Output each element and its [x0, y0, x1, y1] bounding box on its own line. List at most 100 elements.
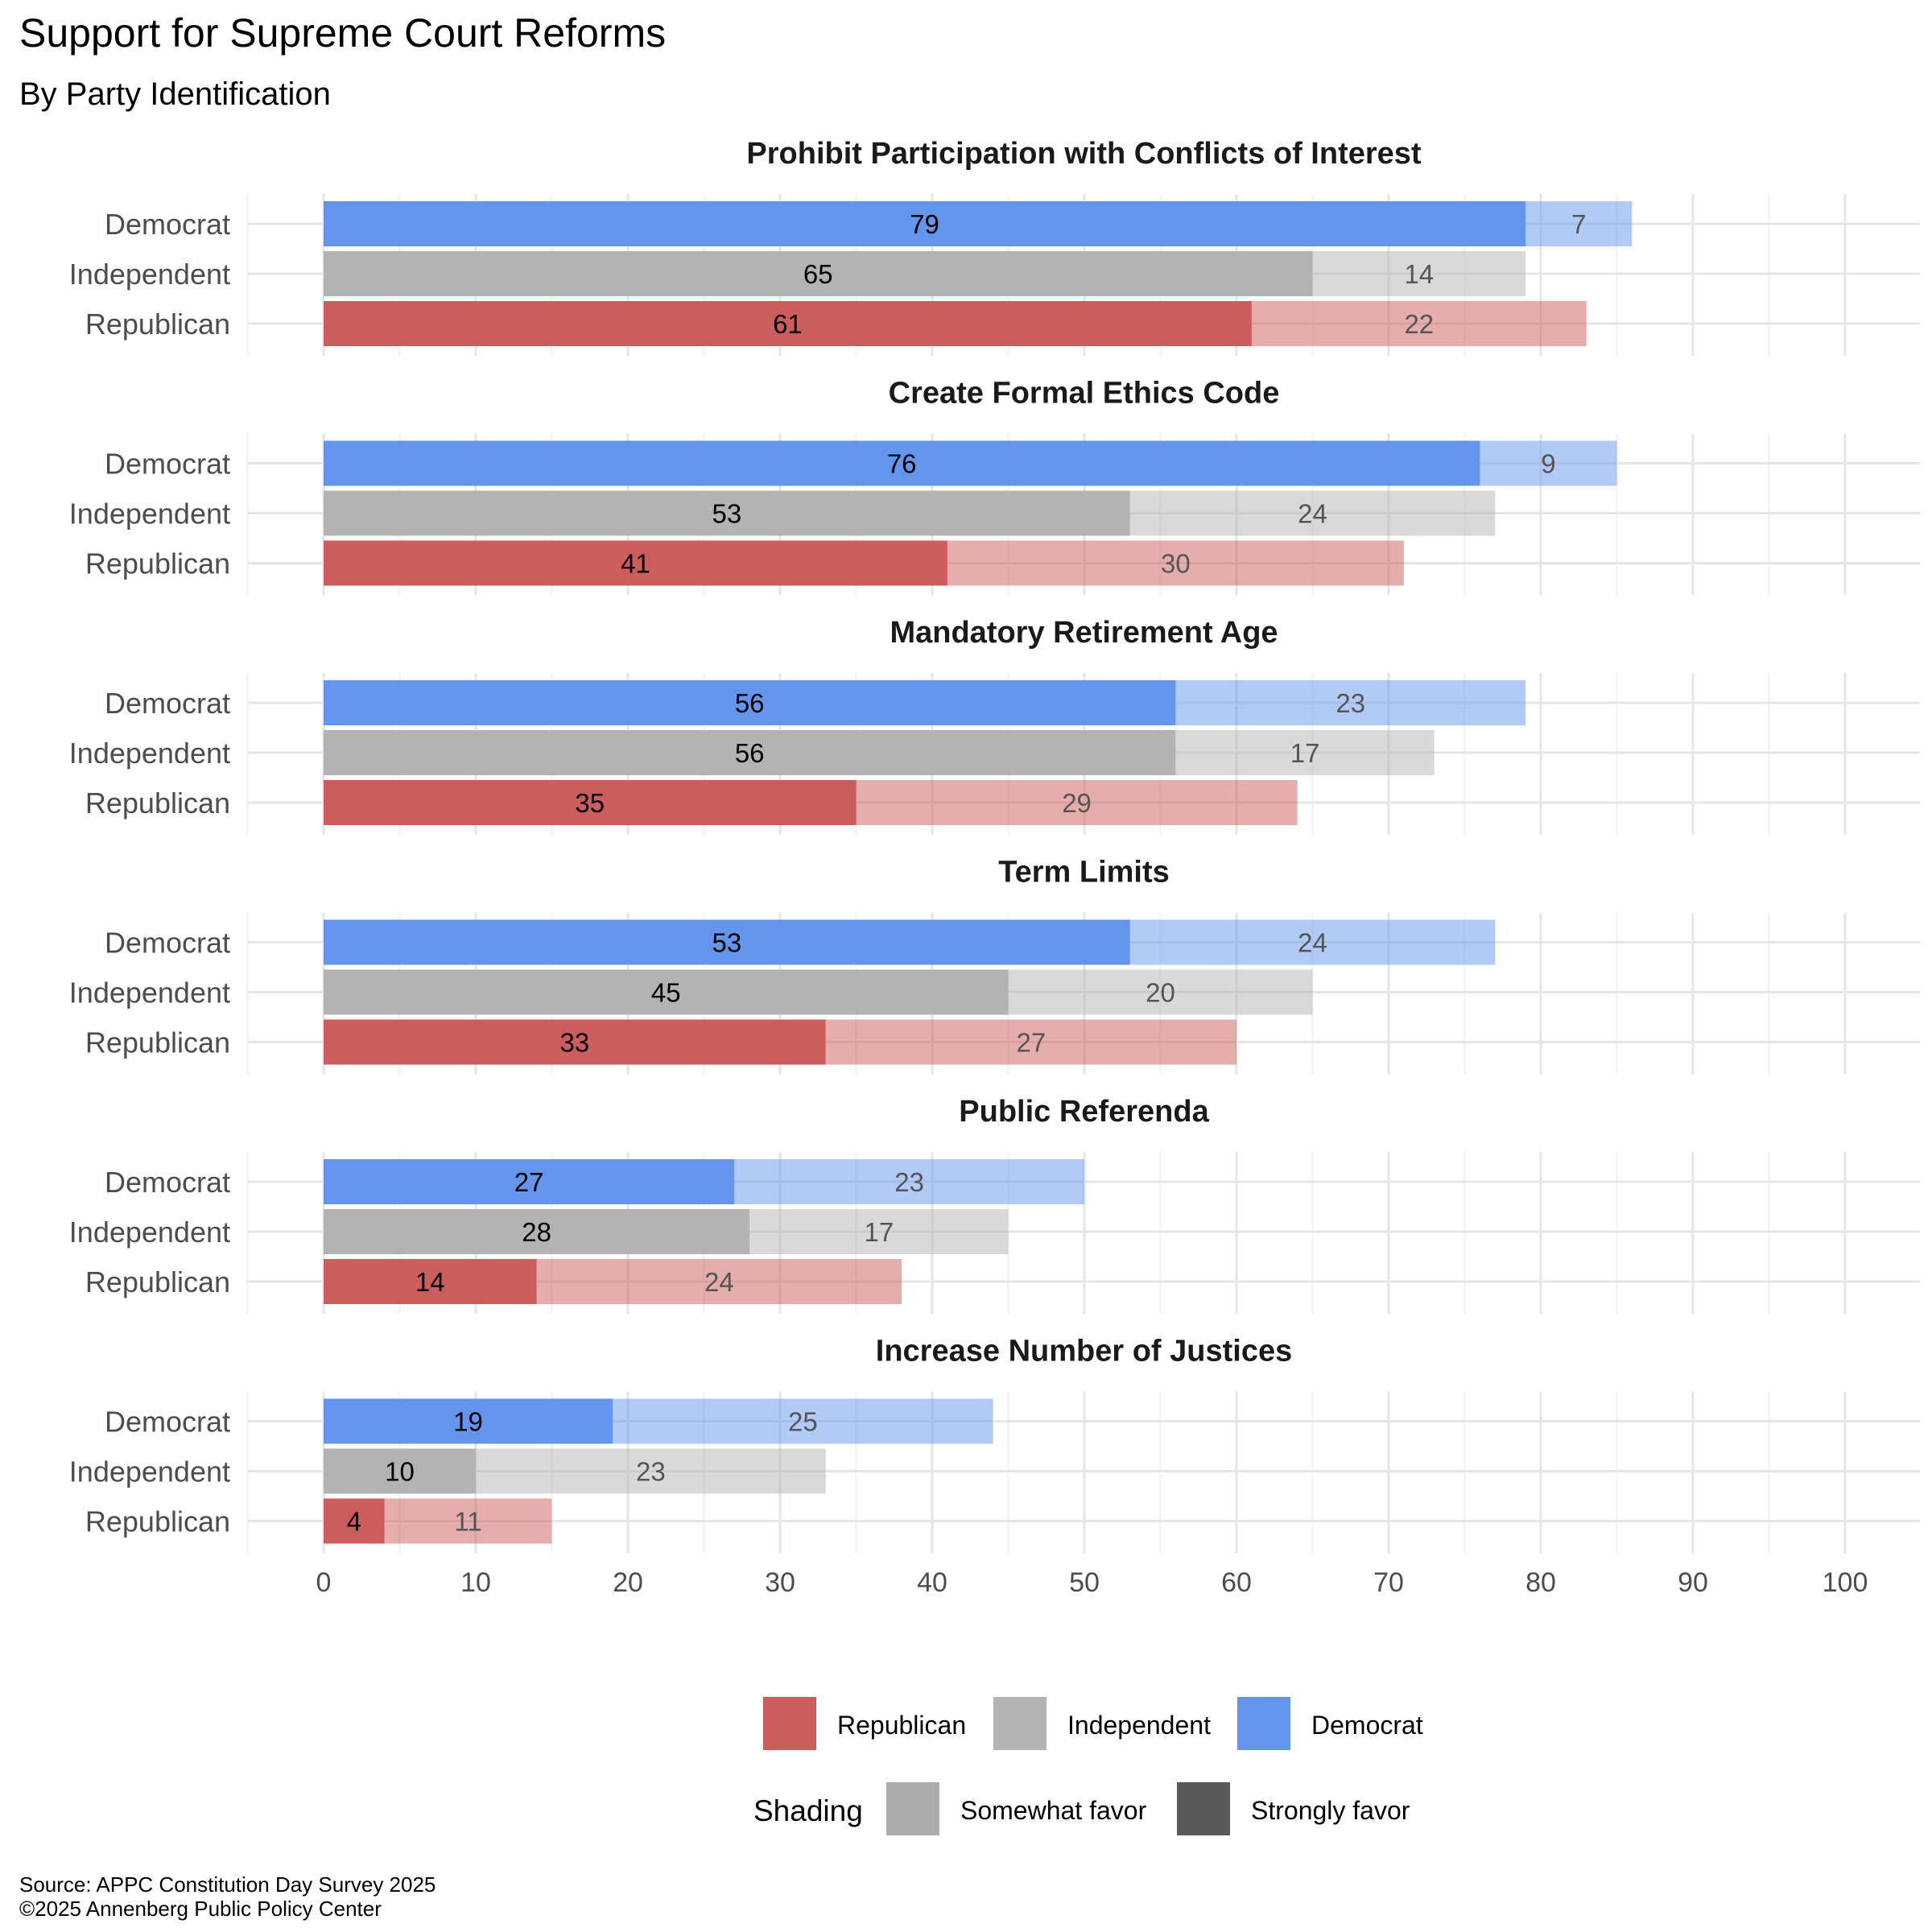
panel-increase-number-of-justices: Increase Number of Justices Democrat 19 25 I… [69, 1335, 1920, 1554]
panels: Prohibit Participation with Conflicts of… [69, 137, 1920, 1554]
data-label-somewhat: 17 [864, 1217, 894, 1247]
panel-title: Public Referenda [959, 1095, 1209, 1129]
row-label-democrat: Democrat [105, 448, 230, 481]
bar-somewhat-republican [384, 1498, 552, 1544]
data-label-strongly: 14 [415, 1267, 445, 1297]
bar-strongly-republican [324, 1498, 385, 1544]
caption-copyright: ©2025 Annenberg Public Policy Center [19, 1897, 382, 1921]
x-tick-label: 0 [316, 1567, 332, 1598]
panel-mandatory-retirement-age: Mandatory Retirement Age Democrat 56 23 Inde… [69, 616, 1920, 835]
data-label-somewhat: 11 [454, 1507, 481, 1537]
x-tick-label: 40 [917, 1567, 947, 1598]
legend-swatch-republican [763, 1697, 816, 1750]
bar-strongly-independent [324, 969, 1009, 1015]
data-label-strongly: 53 [712, 928, 741, 958]
caption-source: Source: APPC Constitution Day Survey 202… [19, 1872, 436, 1897]
legend-label-somewhat-favor: Somewhat favor [960, 1796, 1147, 1825]
bar-somewhat-republican [1251, 301, 1587, 346]
chart-subtitle: By Party Identification [19, 76, 331, 112]
bar-strongly-democrat [324, 1398, 613, 1444]
bar-somewhat-independent [476, 1448, 826, 1494]
bar-somewhat-republican [825, 1019, 1236, 1065]
data-label-somewhat: 29 [1062, 788, 1092, 818]
row-label-republican: Republican [85, 1026, 230, 1059]
data-label-strongly: 45 [651, 978, 681, 1008]
bar-somewhat-independent [1129, 490, 1496, 536]
bar-somewhat-republican [536, 1259, 902, 1304]
row-label-democrat: Democrat [105, 927, 230, 960]
row-label-independent: Independent [69, 737, 230, 770]
bar-strongly-independent [324, 1209, 750, 1254]
legend-label-republican: Republican [837, 1711, 966, 1740]
data-label-somewhat: 24 [1298, 928, 1327, 958]
data-label-strongly: 28 [522, 1217, 551, 1247]
row-label-republican: Republican [85, 1265, 230, 1298]
bar-strongly-independent [324, 490, 1130, 536]
x-tick-label: 60 [1221, 1567, 1252, 1598]
x-tick-label: 90 [1678, 1567, 1708, 1598]
x-tick-label: 30 [765, 1567, 795, 1598]
row-label-independent: Independent [69, 976, 230, 1009]
legend: Republican Independent Democrat Shading Some… [753, 1697, 1423, 1835]
data-label-strongly: 56 [735, 738, 765, 768]
bar-somewhat-republican [947, 540, 1404, 586]
data-label-somewhat: 23 [894, 1167, 924, 1197]
legend-shading-title: Shading [753, 1794, 863, 1827]
bar-strongly-democrat [324, 201, 1526, 246]
x-axis: 0 10 20 30 40 50 60 70 80 90 100 [316, 1567, 1868, 1598]
data-label-somewhat: 23 [636, 1457, 666, 1487]
data-label-somewhat: 24 [704, 1267, 734, 1297]
data-label-somewhat: 9 [1541, 449, 1555, 479]
bar-strongly-democrat [324, 680, 1176, 725]
x-tick-label: 100 [1823, 1567, 1868, 1598]
bar-somewhat-democrat [613, 1398, 993, 1444]
bar-somewhat-democrat [734, 1159, 1084, 1204]
row-label-republican: Republican [85, 1505, 230, 1538]
x-tick-label: 50 [1069, 1567, 1100, 1598]
data-label-somewhat: 20 [1146, 978, 1175, 1008]
legend-swatch-democrat [1237, 1697, 1290, 1750]
row-label-democrat: Democrat [105, 1166, 230, 1199]
data-label-somewhat: 24 [1298, 499, 1327, 529]
panel-title: Create Formal Ethics Code [889, 377, 1280, 411]
row-label-republican: Republican [85, 786, 230, 819]
bar-somewhat-independent [749, 1209, 1009, 1254]
bar-strongly-republican [324, 780, 857, 825]
bar-somewhat-democrat [1129, 919, 1496, 965]
x-tick-label: 10 [460, 1567, 491, 1598]
panel-title: Prohibit Participation with Conflicts of… [746, 137, 1421, 171]
bar-somewhat-democrat [1480, 440, 1617, 486]
data-label-somewhat: 27 [1016, 1028, 1046, 1058]
data-label-somewhat: 22 [1404, 309, 1434, 339]
row-label-democrat: Democrat [105, 208, 230, 241]
bar-strongly-democrat [324, 1159, 735, 1204]
panel-title: Mandatory Retirement Age [890, 616, 1278, 650]
legend-swatch-somewhat-favor [886, 1782, 939, 1835]
bar-strongly-independent [324, 730, 1176, 775]
data-label-somewhat: 25 [788, 1407, 818, 1437]
bar-strongly-democrat [324, 919, 1130, 965]
data-label-strongly: 10 [385, 1457, 415, 1487]
panel-create-formal-ethics-code: Create Formal Ethics Code Democrat 76 9 Inde… [69, 377, 1920, 596]
x-tick-label: 80 [1525, 1567, 1556, 1598]
legend-swatch-strongly-favor [1177, 1782, 1230, 1835]
data-label-strongly: 27 [514, 1167, 544, 1197]
row-label-republican: Republican [85, 308, 230, 341]
data-label-somewhat: 14 [1404, 259, 1434, 289]
data-label-strongly: 79 [910, 209, 939, 239]
bar-somewhat-republican [856, 780, 1298, 825]
bar-strongly-independent [324, 1448, 476, 1494]
bar-somewhat-independent [1312, 251, 1526, 296]
data-label-strongly: 76 [887, 449, 917, 479]
x-tick-label: 70 [1373, 1567, 1404, 1598]
panel-title: Increase Number of Justices [876, 1335, 1292, 1368]
panel-prohibit-participation-with-conflicts-of-interest: Prohibit Participation with Conflicts of… [69, 137, 1920, 356]
panel-term-limits: Term Limits Democrat 53 24 Independent 45 20 Re… [69, 856, 1920, 1075]
data-label-strongly: 4 [347, 1507, 361, 1537]
data-label-somewhat: 30 [1161, 549, 1191, 579]
legend-label-democrat: Democrat [1311, 1711, 1423, 1740]
legend-label-independent: Independent [1067, 1711, 1211, 1740]
row-label-independent: Independent [69, 497, 230, 530]
bar-somewhat-democrat [1525, 201, 1633, 246]
data-label-somewhat: 23 [1335, 688, 1365, 718]
